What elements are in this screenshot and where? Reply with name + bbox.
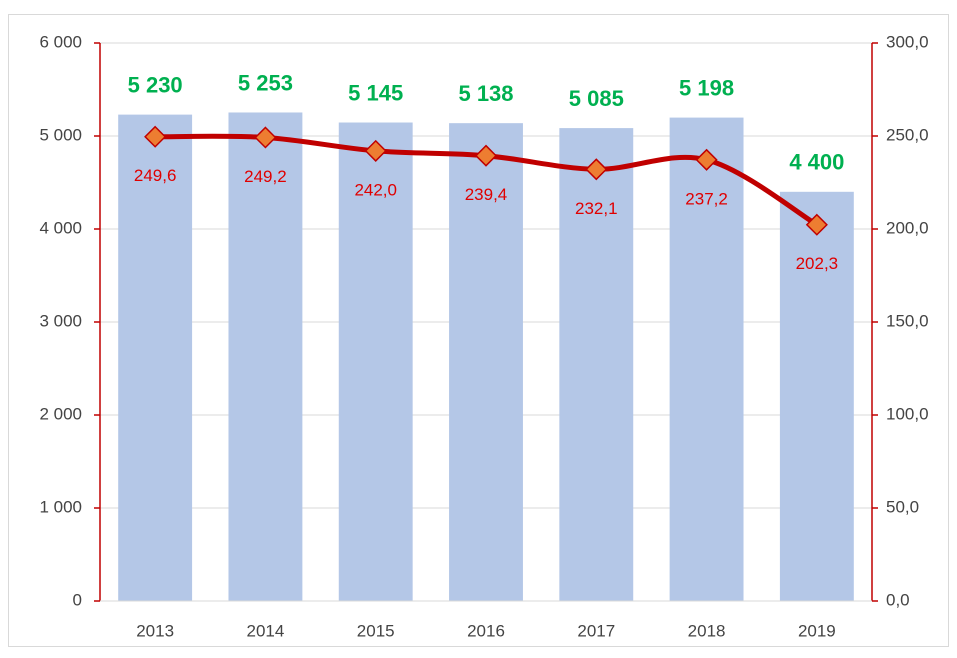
line-marker bbox=[805, 213, 828, 236]
x-tick-label: 2018 bbox=[688, 621, 726, 640]
line-marker bbox=[585, 158, 608, 181]
bar-value-label: 4 400 bbox=[789, 150, 844, 175]
line-value-label: 242,0 bbox=[354, 180, 397, 199]
bar bbox=[449, 123, 523, 601]
bar-value-label: 5 198 bbox=[679, 75, 734, 100]
y2-tick-label: 0,0 bbox=[886, 590, 910, 609]
line-marker bbox=[474, 144, 498, 167]
bar-value-label: 5 138 bbox=[458, 81, 513, 106]
y2-tick-label: 300,0 bbox=[886, 32, 929, 51]
line-marker bbox=[364, 139, 387, 162]
line-value-label: 249,2 bbox=[244, 167, 287, 186]
bar bbox=[118, 114, 193, 602]
y2-tick-label: 250,0 bbox=[886, 125, 929, 144]
y-tick-label: 1 000 bbox=[39, 497, 82, 516]
y-tick-label: 2 000 bbox=[39, 404, 82, 423]
line-value-label: 239,4 bbox=[465, 185, 508, 204]
x-tick-label: 2013 bbox=[136, 621, 174, 640]
bar-value-label: 5 253 bbox=[238, 70, 293, 95]
bar bbox=[338, 122, 413, 601]
line-value-label: 237,2 bbox=[685, 189, 728, 208]
y-tick-label: 3 000 bbox=[39, 311, 82, 330]
x-tick-label: 2015 bbox=[357, 621, 395, 640]
x-tick-label: 2016 bbox=[467, 621, 505, 640]
line-marker bbox=[254, 126, 277, 149]
y-tick-label: 5 000 bbox=[39, 125, 82, 144]
x-tick-label: 2019 bbox=[798, 621, 836, 640]
y-tick-label: 4 000 bbox=[39, 218, 82, 237]
line-value-label: 202,3 bbox=[796, 254, 839, 273]
line-value-label: 249,6 bbox=[134, 166, 177, 185]
y2-tick-label: 150,0 bbox=[886, 311, 929, 330]
x-tick-label: 2017 bbox=[577, 621, 615, 640]
y-tick-label: 6 000 bbox=[39, 32, 82, 51]
bar bbox=[779, 191, 854, 602]
y-tick-label: 0 bbox=[73, 590, 82, 609]
y2-tick-label: 50,0 bbox=[886, 497, 919, 516]
bar-value-label: 5 230 bbox=[128, 72, 183, 97]
bar-value-label: 5 085 bbox=[569, 86, 624, 111]
y2-tick-label: 100,0 bbox=[886, 404, 929, 423]
line-value-label: 232,1 bbox=[575, 199, 618, 218]
y2-tick-label: 200,0 bbox=[886, 218, 929, 237]
bar bbox=[669, 117, 744, 601]
line-marker bbox=[144, 125, 167, 148]
line-marker bbox=[695, 148, 718, 171]
bar bbox=[559, 128, 634, 601]
x-tick-label: 2014 bbox=[247, 621, 285, 640]
bar bbox=[228, 112, 303, 601]
bar-value-label: 5 145 bbox=[348, 80, 403, 105]
